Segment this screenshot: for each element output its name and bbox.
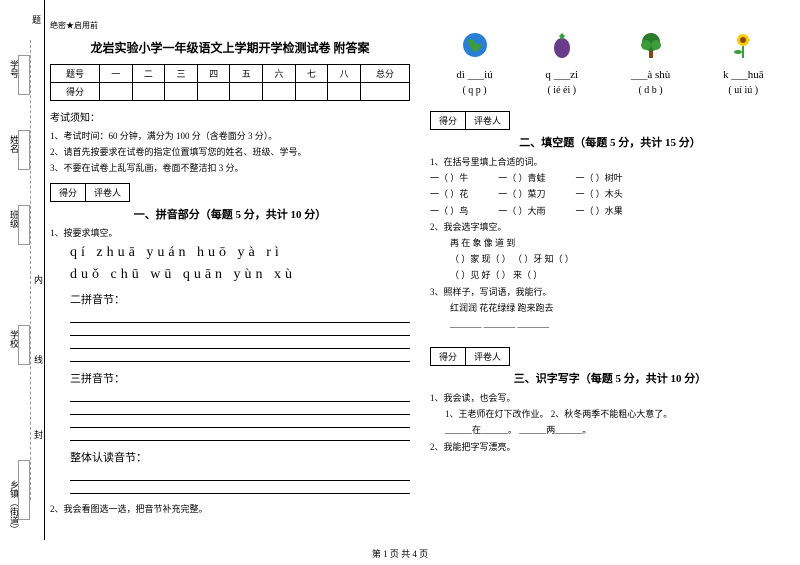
section3-content: 1、我会读，也会写。 1、王老师在灯下改作业。 2、秋冬两季不能粗心大意了。 _… <box>430 390 790 455</box>
table-header: 八 <box>328 65 361 83</box>
margin-box <box>18 130 30 170</box>
question-text: 3、照样子，写词语，我能行。 <box>430 284 790 300</box>
margin-box <box>18 55 30 95</box>
margin-mark: 线 <box>32 355 45 364</box>
exam-title: 龙岩实验小学一年级语文上学期开学检测试卷 附答案 <box>50 39 410 56</box>
left-column: 绝密★启用前 龙岩实验小学一年级语文上学期开学检测试卷 附答案 题号 一 二 三… <box>50 20 410 530</box>
section3-title: 三、识字写字（每题 5 分，共计 10 分） <box>430 370 790 386</box>
pinyin-row: duǒ chū wū quān yùn xù <box>50 267 410 283</box>
table-header: 六 <box>263 65 296 83</box>
icons-row: dì ___iú ( q p ) q ___zi ( ié éi ) ___à … <box>430 30 790 96</box>
pinyin-fill: q ___zi <box>545 69 578 81</box>
table-header: 四 <box>197 65 230 83</box>
margin-box <box>18 205 30 245</box>
eggplant-icon <box>547 30 577 60</box>
table-row-label: 得分 <box>51 83 100 101</box>
pinyin-fill: ___à shù <box>631 69 670 81</box>
classification: 绝密★启用前 <box>50 20 410 31</box>
subsection-title: 三拼音节： <box>70 370 410 386</box>
grader-label: 评卷人 <box>466 348 509 365</box>
instruction-item: 2、请首先按要求在试卷的指定位置填写您的姓名、班级、学号。 <box>50 144 410 160</box>
grader-label: 评卷人 <box>466 112 509 129</box>
question-text: 2、我会看图选一选，把音节补充完整。 <box>50 502 410 515</box>
fill-grid: 1、在括号里填上合适的词。 一（ ）牛一（ ）青蛙一（ ）树叶 一（ ）花一（ … <box>430 154 790 332</box>
score-table: 题号 一 二 三 四 五 六 七 八 总分 得分 <box>50 64 410 101</box>
section-score-box: 得分 评卷人 <box>50 183 130 202</box>
subsection-title: 整体认读音节： <box>70 449 410 465</box>
pinyin-row: qí zhuā yuán huō yà rì <box>50 245 410 261</box>
choices: ( ié éi ) <box>545 85 578 96</box>
earth-icon <box>460 30 490 60</box>
subsection-title: 二拼音节： <box>70 291 410 307</box>
instructions-list: 1、考试时间：60 分钟，满分为 100 分（含卷面分 3 分）。 2、请首先按… <box>50 128 410 177</box>
table-header: 三 <box>165 65 198 83</box>
margin-box <box>18 325 30 365</box>
page-footer: 第 1 页 共 4 页 <box>0 547 800 560</box>
dashed-line <box>30 40 31 500</box>
question-text: 2、我会选字填空。 <box>430 219 790 235</box>
section-score-box: 得分 评卷人 <box>430 347 510 366</box>
tree-icon <box>636 30 666 60</box>
question-text: 1、按要求填空。 <box>50 226 410 239</box>
pinyin-fill: dì ___iú <box>456 69 492 81</box>
table-header: 七 <box>295 65 328 83</box>
icon-item: q ___zi ( ié éi ) <box>545 30 578 96</box>
table-header: 总分 <box>360 65 409 83</box>
table-header: 二 <box>132 65 165 83</box>
question-text: 1、我会读，也会写。 <box>430 390 790 406</box>
instruction-item: 3、不要在试卷上乱写乱画，卷面不整洁扣 3 分。 <box>50 160 410 176</box>
instructions-title: 考试须知： <box>50 109 410 124</box>
choices: ( d b ) <box>631 85 670 96</box>
score-label: 得分 <box>431 348 466 365</box>
pinyin-fill: k ___huā <box>723 69 764 81</box>
score-label: 得分 <box>431 112 466 129</box>
question-text: 2、我能把字写漂亮。 <box>430 439 790 455</box>
table-header: 一 <box>99 65 132 83</box>
margin-label: 题 <box>30 15 43 24</box>
right-column: dì ___iú ( q p ) q ___zi ( ié éi ) ___à … <box>430 20 790 530</box>
instruction-item: 1、考试时间：60 分钟，满分为 100 分（含卷面分 3 分）。 <box>50 128 410 144</box>
margin-mark: 内 <box>32 275 45 284</box>
section-score-box: 得分 评卷人 <box>430 111 510 130</box>
icon-item: ___à shù ( d b ) <box>631 30 670 96</box>
icon-item: k ___huā ( uí iú ) <box>723 30 764 96</box>
grader-label: 评卷人 <box>86 184 129 201</box>
table-header: 题号 <box>51 65 100 83</box>
margin-box <box>18 460 30 520</box>
table-header: 五 <box>230 65 263 83</box>
icon-item: dì ___iú ( q p ) <box>456 30 492 96</box>
choices: ( uí iú ) <box>723 85 764 96</box>
margin-mark: 封 <box>32 430 45 439</box>
section1-title: 一、拼音部分（每题 5 分，共计 10 分） <box>50 206 410 222</box>
choices: ( q p ) <box>456 85 492 96</box>
section2-title: 二、填空题（每题 5 分，共计 15 分） <box>430 134 790 150</box>
score-label: 得分 <box>51 184 86 201</box>
question-text: 1、在括号里填上合适的词。 <box>430 154 790 170</box>
binding-margin: 题 学号 姓名 班级 内 学校 线 封 乡镇（街道） <box>0 0 45 540</box>
sunflower-icon <box>728 30 758 60</box>
